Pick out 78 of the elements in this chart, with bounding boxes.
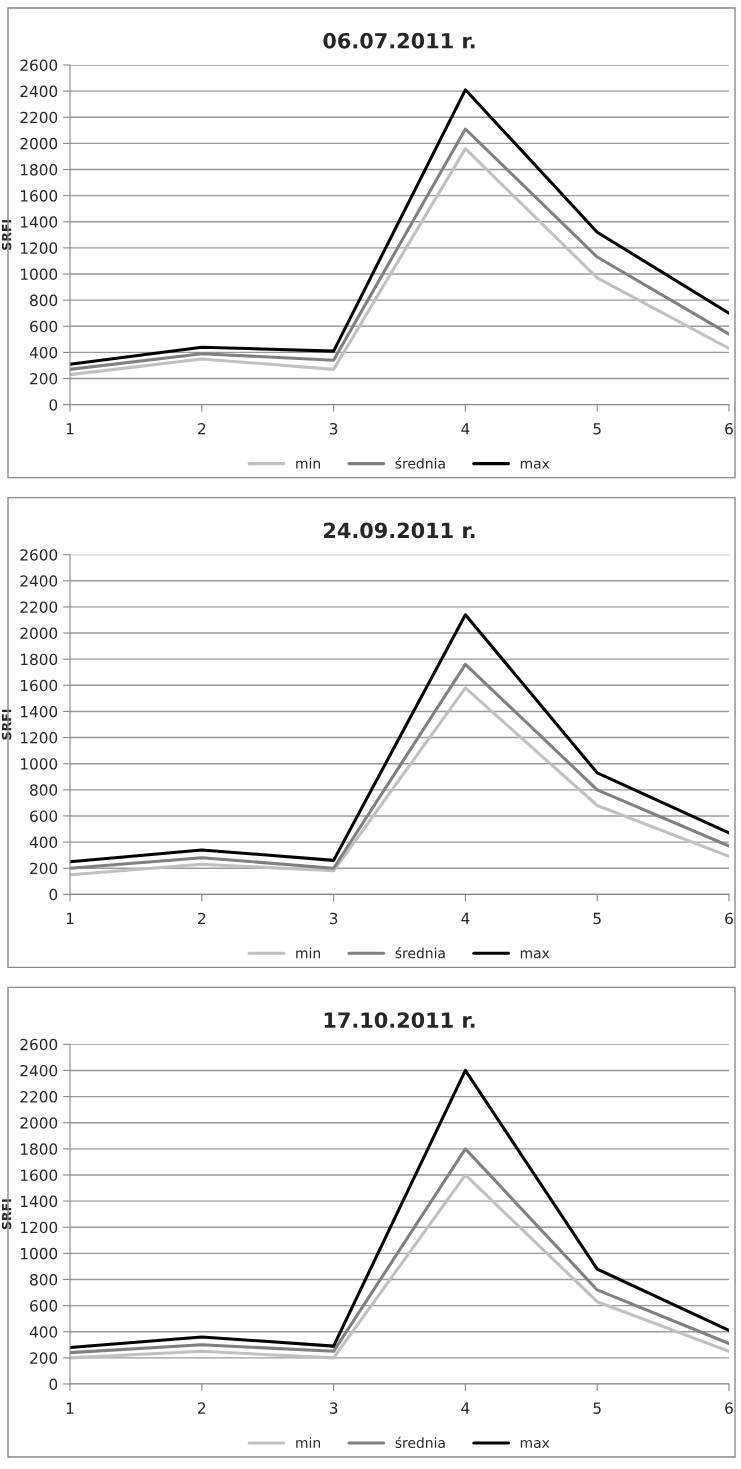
y-tick-label: 2000 xyxy=(20,627,58,640)
y-tick-label: 600 xyxy=(30,1300,58,1312)
y-tick-label: 1000 xyxy=(20,268,58,281)
x-tick-label: 1 xyxy=(66,912,74,924)
chart-title: 17.10.2011 r. xyxy=(324,1012,475,1028)
y-tick-label: 1200 xyxy=(20,1221,58,1234)
y-tick-label: 1800 xyxy=(20,163,58,176)
y-tick-label: 0 xyxy=(49,399,58,411)
y-tick-label: 800 xyxy=(30,294,58,307)
x-tick-label: 1 xyxy=(66,423,74,435)
x-tick-label: 5 xyxy=(593,423,601,435)
y-axis-title: SRFI xyxy=(1,709,12,740)
x-tick-label: 6 xyxy=(725,912,733,925)
legend-label: min xyxy=(296,947,321,959)
y-tick-label: 800 xyxy=(30,1273,58,1286)
line-series xyxy=(70,1068,729,1349)
legend-label: średnia xyxy=(395,1436,445,1449)
y-tick-label: 1400 xyxy=(20,216,58,228)
legend-label: max xyxy=(520,1440,550,1449)
y-tick-label: 1000 xyxy=(20,758,58,770)
x-tick-label: 4 xyxy=(461,1402,470,1414)
legend-label: średnia xyxy=(395,947,445,959)
line-series xyxy=(70,613,729,864)
y-tick-label: 0 xyxy=(49,888,58,901)
chart-title: 06.07.2011 r. xyxy=(323,32,475,49)
x-tick-label: 2 xyxy=(198,912,206,924)
x-tick-label: 3 xyxy=(329,1402,338,1414)
x-tick-label: 5 xyxy=(593,912,601,925)
y-tick-label: 200 xyxy=(30,862,58,875)
x-tick-label: 4 xyxy=(461,912,470,924)
y-tick-label: 1600 xyxy=(20,679,58,692)
y-tick-label: 1000 xyxy=(20,1247,58,1260)
x-tick-label: 6 xyxy=(725,422,733,435)
legend-label: min xyxy=(296,1437,321,1448)
y-tick-label: 400 xyxy=(29,836,58,849)
y-tick-label: 2200 xyxy=(20,1091,58,1103)
y-tick-label: 800 xyxy=(30,784,58,796)
y-tick-label: 2600 xyxy=(20,1038,58,1051)
y-tick-label: 2200 xyxy=(20,601,58,613)
y-tick-label: 400 xyxy=(29,1326,58,1338)
x-tick-label: 4 xyxy=(461,423,470,435)
y-tick-label: 2600 xyxy=(20,549,58,561)
y-tick-label: 2000 xyxy=(20,137,58,150)
legend-label: max xyxy=(520,950,550,959)
y-tick-label: 1800 xyxy=(20,653,58,666)
chart-title: 24.09.2011 r. xyxy=(324,522,475,539)
y-axis-title: SRFI xyxy=(1,220,12,250)
legend-label: max xyxy=(520,460,550,469)
y-tick-label: 200 xyxy=(30,373,58,385)
y-tick-label: 1400 xyxy=(20,1195,58,1208)
x-tick-label: 1 xyxy=(66,1402,74,1414)
y-tick-label: 1600 xyxy=(20,190,58,202)
y-tick-label: 200 xyxy=(30,1352,58,1364)
x-tick-label: 5 xyxy=(593,1402,601,1414)
x-tick-label: 3 xyxy=(329,912,338,925)
x-tick-label: 2 xyxy=(198,1402,206,1414)
y-tick-label: 600 xyxy=(30,810,58,822)
y-tick-label: 1800 xyxy=(20,1143,58,1155)
y-tick-label: 0 xyxy=(49,1378,58,1391)
y-tick-label: 2400 xyxy=(20,1064,58,1077)
y-tick-label: 2400 xyxy=(20,85,58,98)
x-tick-label: 6 xyxy=(725,1402,733,1414)
y-tick-label: 2200 xyxy=(20,111,58,124)
y-tick-label: 2600 xyxy=(20,59,58,72)
y-axis-title: SRFI xyxy=(1,1199,12,1230)
y-tick-label: 1200 xyxy=(20,242,58,254)
y-tick-label: 1600 xyxy=(20,1169,58,1181)
x-tick-label: 3 xyxy=(329,422,338,435)
y-tick-label: 2400 xyxy=(20,575,58,587)
y-tick-label: 2000 xyxy=(20,1117,58,1129)
legend-label: min xyxy=(296,457,321,469)
y-tick-label: 1200 xyxy=(20,732,58,744)
y-tick-label: 600 xyxy=(30,320,58,333)
line-series xyxy=(70,88,729,366)
x-tick-label: 2 xyxy=(198,422,206,435)
y-tick-label: 400 xyxy=(29,346,58,359)
y-tick-label: 1400 xyxy=(20,705,58,718)
legend-label: średnia xyxy=(395,457,445,469)
